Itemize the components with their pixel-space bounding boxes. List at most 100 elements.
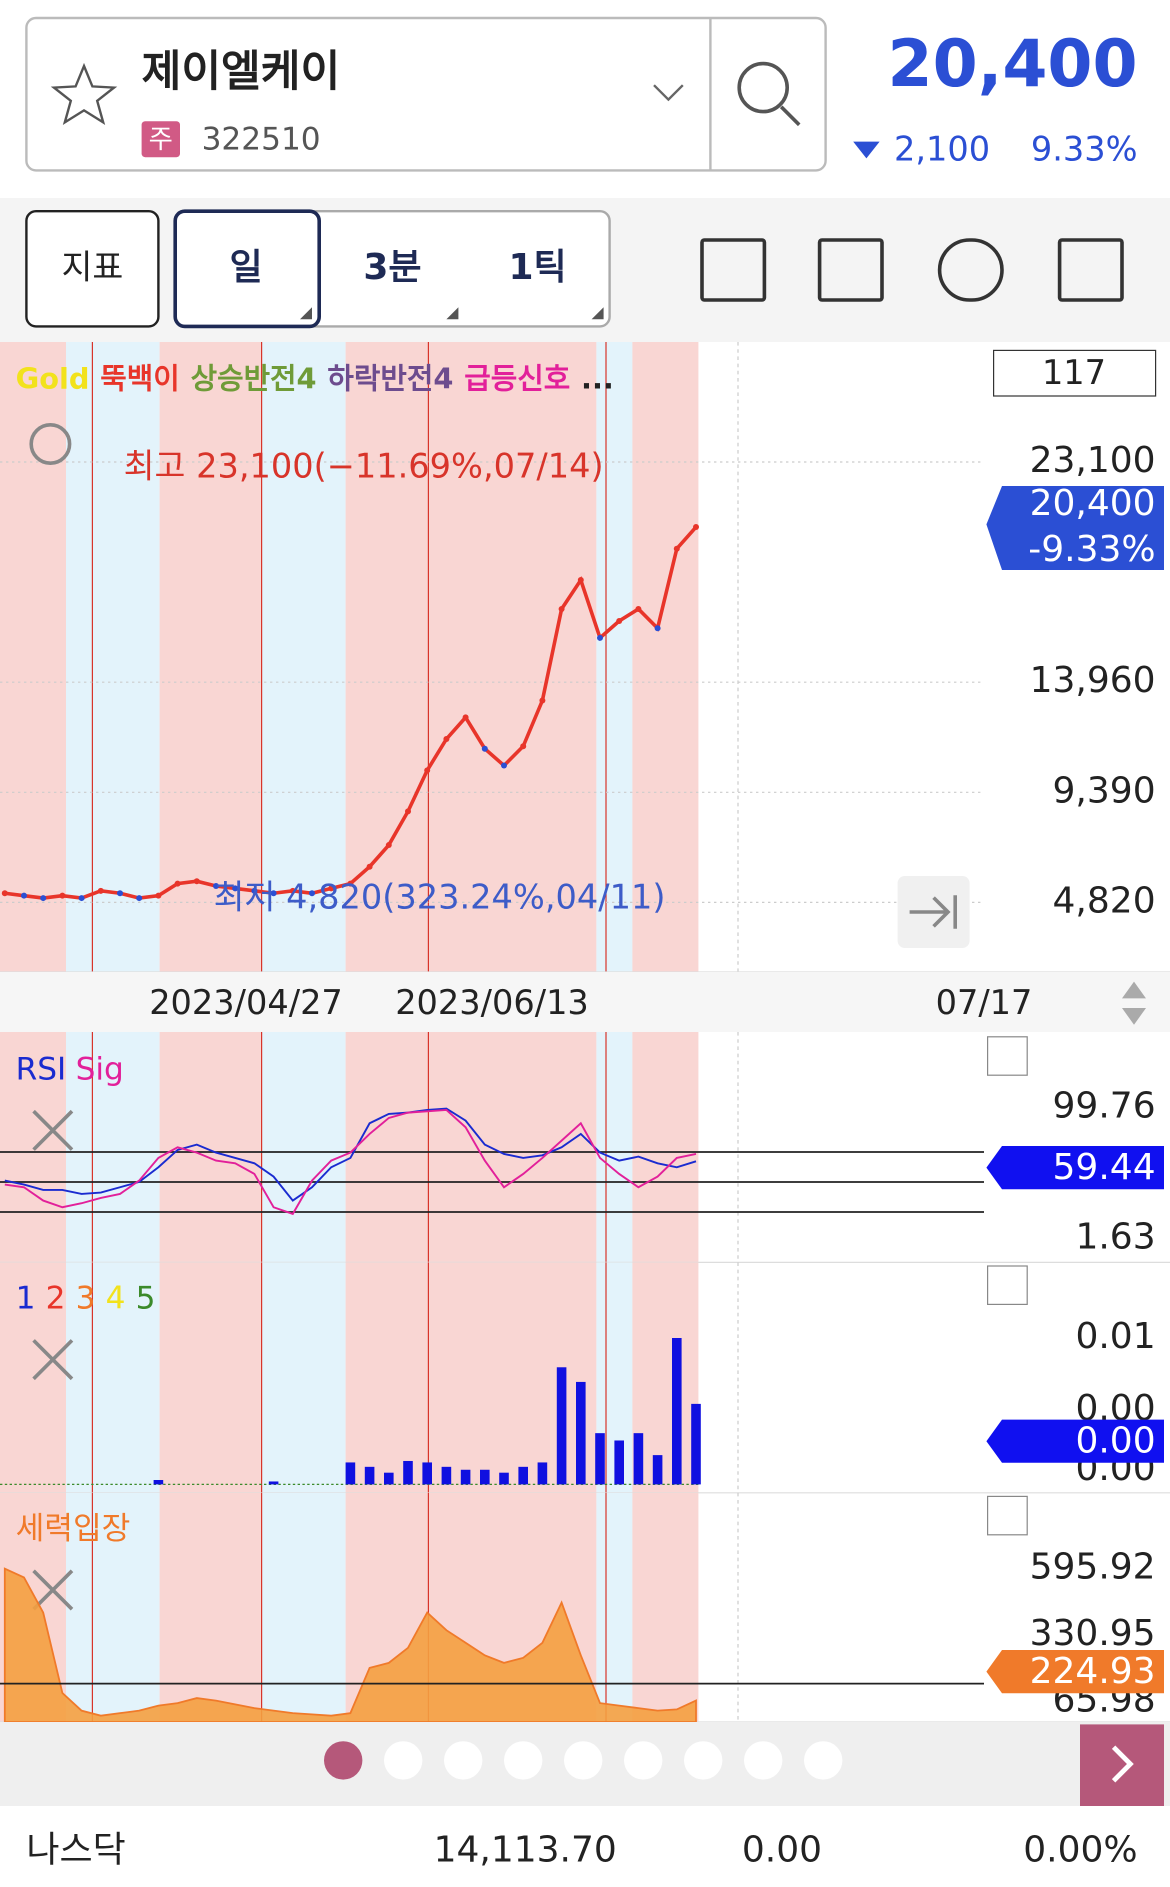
search-icon[interactable] [737, 61, 789, 114]
period-band [159, 1262, 262, 1493]
close-point [597, 634, 603, 641]
bar [153, 1480, 164, 1485]
close-point [673, 545, 680, 552]
page-dot[interactable] [504, 1741, 543, 1780]
panel-close[interactable] [32, 1569, 74, 1611]
legend-item: 상승반전4 [191, 361, 317, 395]
close-point [251, 887, 258, 894]
date-label: 2023/04/27 [149, 983, 343, 1022]
y-tick-label: 0.01 [1075, 1316, 1155, 1357]
indicator-button[interactable] [25, 210, 160, 328]
period-corner [591, 307, 604, 320]
period-band [159, 1032, 262, 1263]
period-label: 일 [229, 247, 262, 288]
period-band [261, 1262, 346, 1493]
close-point [520, 743, 527, 750]
period-band [632, 1032, 699, 1263]
expand-icon[interactable] [817, 238, 884, 302]
page-dot[interactable] [804, 1741, 843, 1780]
period-selected[interactable] [173, 209, 321, 329]
legend-item: ... [581, 361, 614, 395]
star-icon[interactable] [50, 62, 118, 126]
close-point [289, 887, 296, 894]
page-dot[interactable] [624, 1741, 663, 1780]
panel-close[interactable] [32, 1109, 74, 1151]
badge-bg [141, 121, 180, 158]
index-name: 나스닥 [26, 1830, 125, 1871]
change-pct: 9.33% [1031, 130, 1138, 169]
close-point [136, 895, 143, 902]
panel-menu[interactable] [987, 1495, 1028, 1536]
sig-line [4, 1108, 697, 1216]
dropdown-chevron[interactable] [653, 84, 684, 102]
price-tag [986, 486, 1164, 570]
period-band [345, 1262, 597, 1493]
tools-icon[interactable] [1057, 238, 1124, 302]
bar [364, 1466, 375, 1485]
close-point [155, 892, 162, 899]
close-point [174, 880, 181, 887]
index-value: 14,113.70 [434, 1830, 617, 1871]
close-point [385, 842, 392, 849]
legend-item: 4 [106, 1281, 126, 1317]
close-point [21, 892, 27, 899]
layout-icon[interactable] [700, 238, 767, 302]
period-band [261, 1492, 346, 1722]
bar [422, 1462, 432, 1485]
legend-item: 1 [16, 1281, 36, 1317]
bar [576, 1381, 586, 1485]
panel-menu[interactable] [987, 1265, 1028, 1305]
settings-icon[interactable] [937, 238, 1004, 302]
legend-item: Gold [16, 361, 90, 395]
panel-menu[interactable] [987, 1036, 1028, 1076]
bar [537, 1462, 548, 1485]
period-band [632, 1492, 699, 1722]
close-point [462, 714, 469, 721]
period-band [66, 1262, 160, 1493]
period-corner [300, 307, 312, 320]
y-tick-label: 4,820 [1053, 880, 1156, 921]
close-point [501, 762, 507, 769]
close-point [232, 885, 239, 892]
close-point [117, 890, 123, 897]
bar [460, 1469, 471, 1485]
next-button[interactable] [1080, 1724, 1164, 1806]
zoom-in[interactable] [29, 423, 72, 465]
bar [691, 1403, 701, 1485]
bar-current: 0.00 [1075, 1420, 1155, 1461]
scroll-end-icon [909, 895, 957, 929]
force-tag [986, 1650, 1164, 1694]
search-box [25, 16, 827, 172]
page-dot[interactable] [324, 1741, 363, 1780]
index-pct: 0.00% [1023, 1830, 1137, 1871]
close-point [481, 745, 488, 752]
page-dot[interactable] [384, 1741, 423, 1780]
period-band [632, 342, 699, 972]
legend-force: 세력입장 [16, 1511, 131, 1547]
close-point [97, 887, 104, 894]
page-dot[interactable] [444, 1741, 483, 1780]
bar [518, 1466, 528, 1485]
panel-close[interactable] [32, 1339, 74, 1381]
indicator-label: 지표 [61, 247, 123, 286]
tag-pct: -9.33% [1028, 529, 1155, 570]
period-band [159, 342, 262, 972]
legend-sig: Sig [76, 1051, 124, 1087]
badge: 주 [149, 124, 173, 155]
bar [556, 1367, 567, 1485]
close-point [654, 625, 661, 632]
period-label: 1틱 [509, 247, 567, 288]
index-change: 0.00 [742, 1830, 822, 1871]
page-dot[interactable] [684, 1741, 723, 1780]
page-dot[interactable] [744, 1741, 783, 1780]
date-bar [0, 972, 1170, 1032]
bar [614, 1440, 624, 1485]
close-point [539, 697, 546, 704]
period-label: 3분 [363, 247, 421, 288]
close-point [193, 878, 200, 885]
stock-name: 제이엘케이 [142, 47, 341, 97]
y-tick-label: 330.95 [1030, 1613, 1156, 1654]
close-point [577, 577, 584, 584]
bar [403, 1460, 413, 1485]
page-dot[interactable] [564, 1741, 603, 1780]
